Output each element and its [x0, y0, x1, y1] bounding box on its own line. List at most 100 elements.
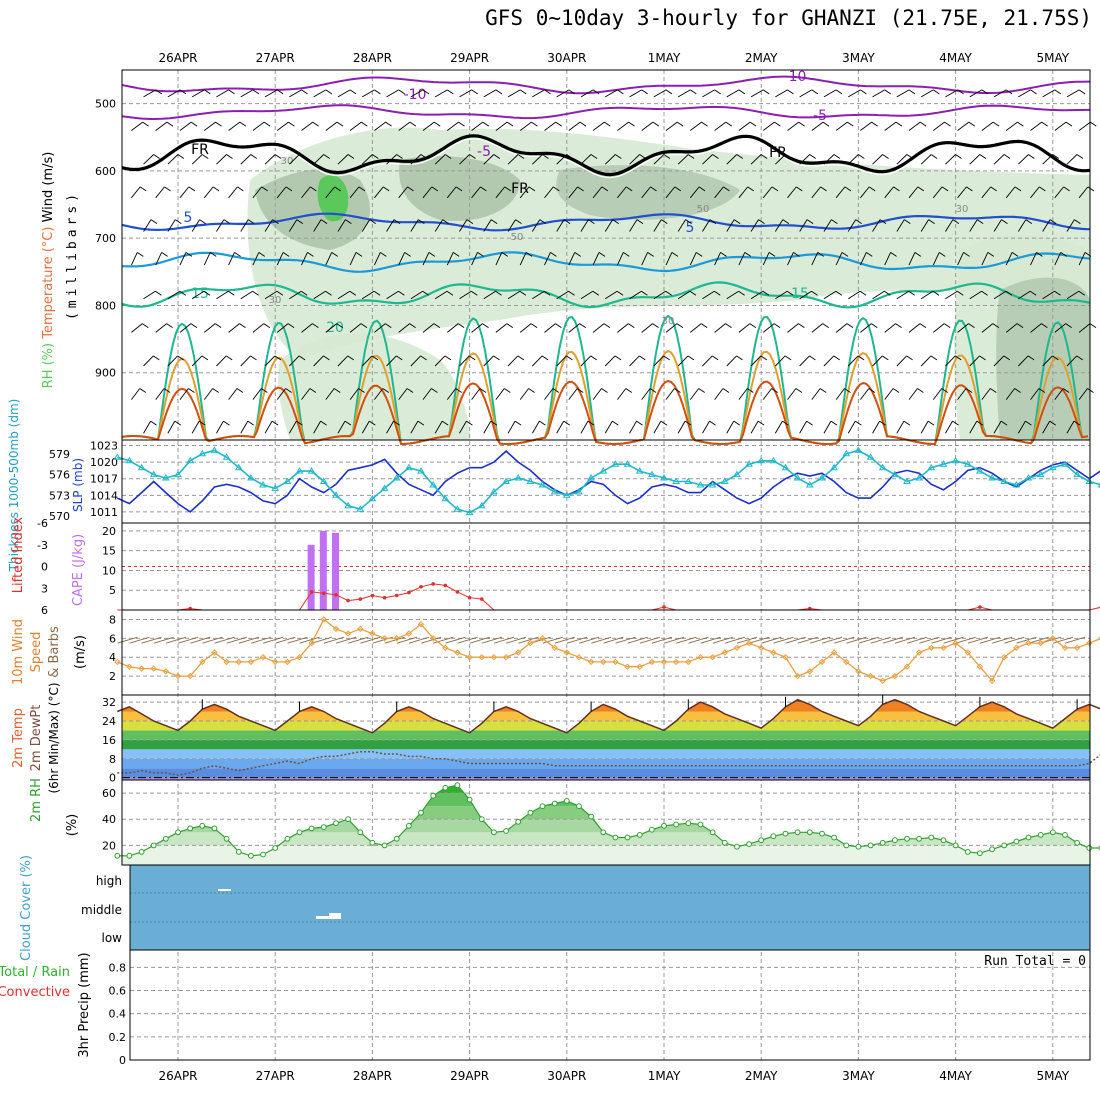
wind-data-point: [891, 672, 899, 680]
wind-barb: [129, 636, 150, 644]
wind-barb-flag: [247, 219, 255, 224]
wind-data-point: [490, 653, 498, 661]
wind-barb: [191, 355, 203, 367]
wind-barb-flag: [577, 186, 584, 192]
data-point: [198, 449, 207, 457]
rh-data-point: [794, 829, 801, 836]
data-point: [830, 463, 838, 471]
temp-band: [122, 711, 1090, 721]
wind-data-point: [843, 658, 850, 666]
data-point: [854, 446, 863, 453]
wind-barb: [398, 252, 406, 266]
ylabel-rh-unit: (%): [65, 814, 80, 837]
wind-barb-flag: [844, 186, 852, 192]
wind-barb: [933, 323, 945, 333]
rh-data-point: [138, 849, 145, 855]
wind-barb: [787, 121, 799, 131]
temp-contour-15: [121, 281, 1091, 309]
rh-data-point: [248, 852, 254, 859]
wind-barb: [750, 219, 759, 232]
temp-band: [122, 758, 1090, 769]
wind-barb-flag: [1041, 323, 1048, 328]
wind-barb: [325, 121, 338, 131]
wind-barb: [969, 420, 978, 434]
wind-barb: [202, 636, 223, 644]
wind-barb: [240, 219, 249, 232]
ylabel-millibars: (millibars): [65, 190, 80, 320]
wind-barb-flag: [954, 355, 962, 361]
data-point: [344, 501, 352, 509]
wind-barb-flag: [228, 290, 235, 296]
wind-barb: [726, 89, 740, 98]
wind-barb-flag: [139, 186, 147, 192]
wind-barb: [714, 388, 724, 400]
wind-barb: [872, 89, 885, 98]
wind-barb: [799, 154, 811, 165]
wind-barb: [518, 636, 539, 644]
wind-barb-flag: [941, 388, 948, 393]
wind-barb: [738, 388, 748, 400]
wind-barb: [289, 290, 302, 300]
wind-barb: [374, 121, 386, 131]
wind-barb: [811, 252, 819, 266]
wind-barb: [130, 252, 138, 266]
wind-barb-flag: [932, 290, 940, 296]
wind-barb: [1042, 89, 1056, 98]
wind-barb-flag: [762, 89, 770, 95]
slp-thickness-panel: 1011 1014 1017 1020 1023 570 573 576 579 Thicknes…: [7, 399, 1100, 572]
wind-barb-flag: [373, 290, 381, 296]
wind-barb: [1017, 219, 1027, 232]
wind-barb: [421, 636, 442, 644]
wind-barb: [542, 636, 563, 644]
wind-data-point: [648, 658, 656, 666]
wind-barb: [641, 186, 651, 199]
wind-barb: [1066, 355, 1078, 367]
wind-barb: [325, 323, 337, 333]
ylabel-wind-line3: & Barbs: [47, 626, 62, 678]
wind-barb-flag: [446, 290, 454, 296]
temp-band: [122, 702, 1090, 712]
wind-barb: [1016, 636, 1037, 644]
wind-barb: [774, 219, 784, 232]
wind-barb-flag: [957, 89, 964, 95]
data-point: [380, 484, 389, 491]
thickness-tick-label: 570: [49, 510, 70, 523]
wind-barb: [532, 154, 543, 165]
wind-barb: [167, 219, 176, 232]
wind-barb-flag: [820, 186, 827, 192]
wind-barb-flag: [711, 355, 719, 361]
wind-barb: [410, 89, 424, 98]
wind-barb-flag: [1039, 186, 1046, 192]
wind-barb-flag: [382, 388, 390, 393]
wind-barb: [676, 636, 697, 644]
wind-data-point: [794, 672, 801, 680]
wind-barb-flag: [466, 420, 473, 426]
wind-barb: [386, 290, 399, 300]
wind-barb-flag: [760, 154, 768, 159]
wind-data-point: [806, 668, 814, 675]
wind-barb-flag: [274, 154, 282, 159]
wind-barb: [155, 186, 165, 199]
wind-barb: [495, 186, 506, 199]
date-label-top: 3MAY: [842, 51, 875, 65]
wind-barb: [834, 636, 855, 644]
wind-barb-flag: [155, 290, 162, 296]
wind-barb-flag: [786, 290, 794, 296]
wind-barb: [434, 420, 443, 434]
wind-barb: [167, 420, 176, 434]
wind-barb: [835, 323, 848, 333]
wind-barb-flag: [968, 323, 975, 328]
wind-barb-flag: [261, 388, 268, 393]
wind-barb-flag: [709, 420, 716, 426]
temp2m-panel: 0 8 16 24 32 2m Temp 2m DewPt (6hr Min/Max) (°C…: [11, 682, 1100, 794]
wind-barb-flag: [493, 355, 500, 361]
wind-barb-flag: [312, 323, 319, 328]
wind-barb: [554, 636, 575, 644]
wind-barb: [761, 636, 782, 644]
wind-barb: [689, 388, 700, 400]
rh-data-point: [418, 809, 424, 816]
wind-barb-flag: [844, 388, 851, 393]
wind-barb-flag: [360, 323, 368, 328]
wind-barb: [835, 121, 848, 131]
wind-barb: [799, 89, 813, 98]
